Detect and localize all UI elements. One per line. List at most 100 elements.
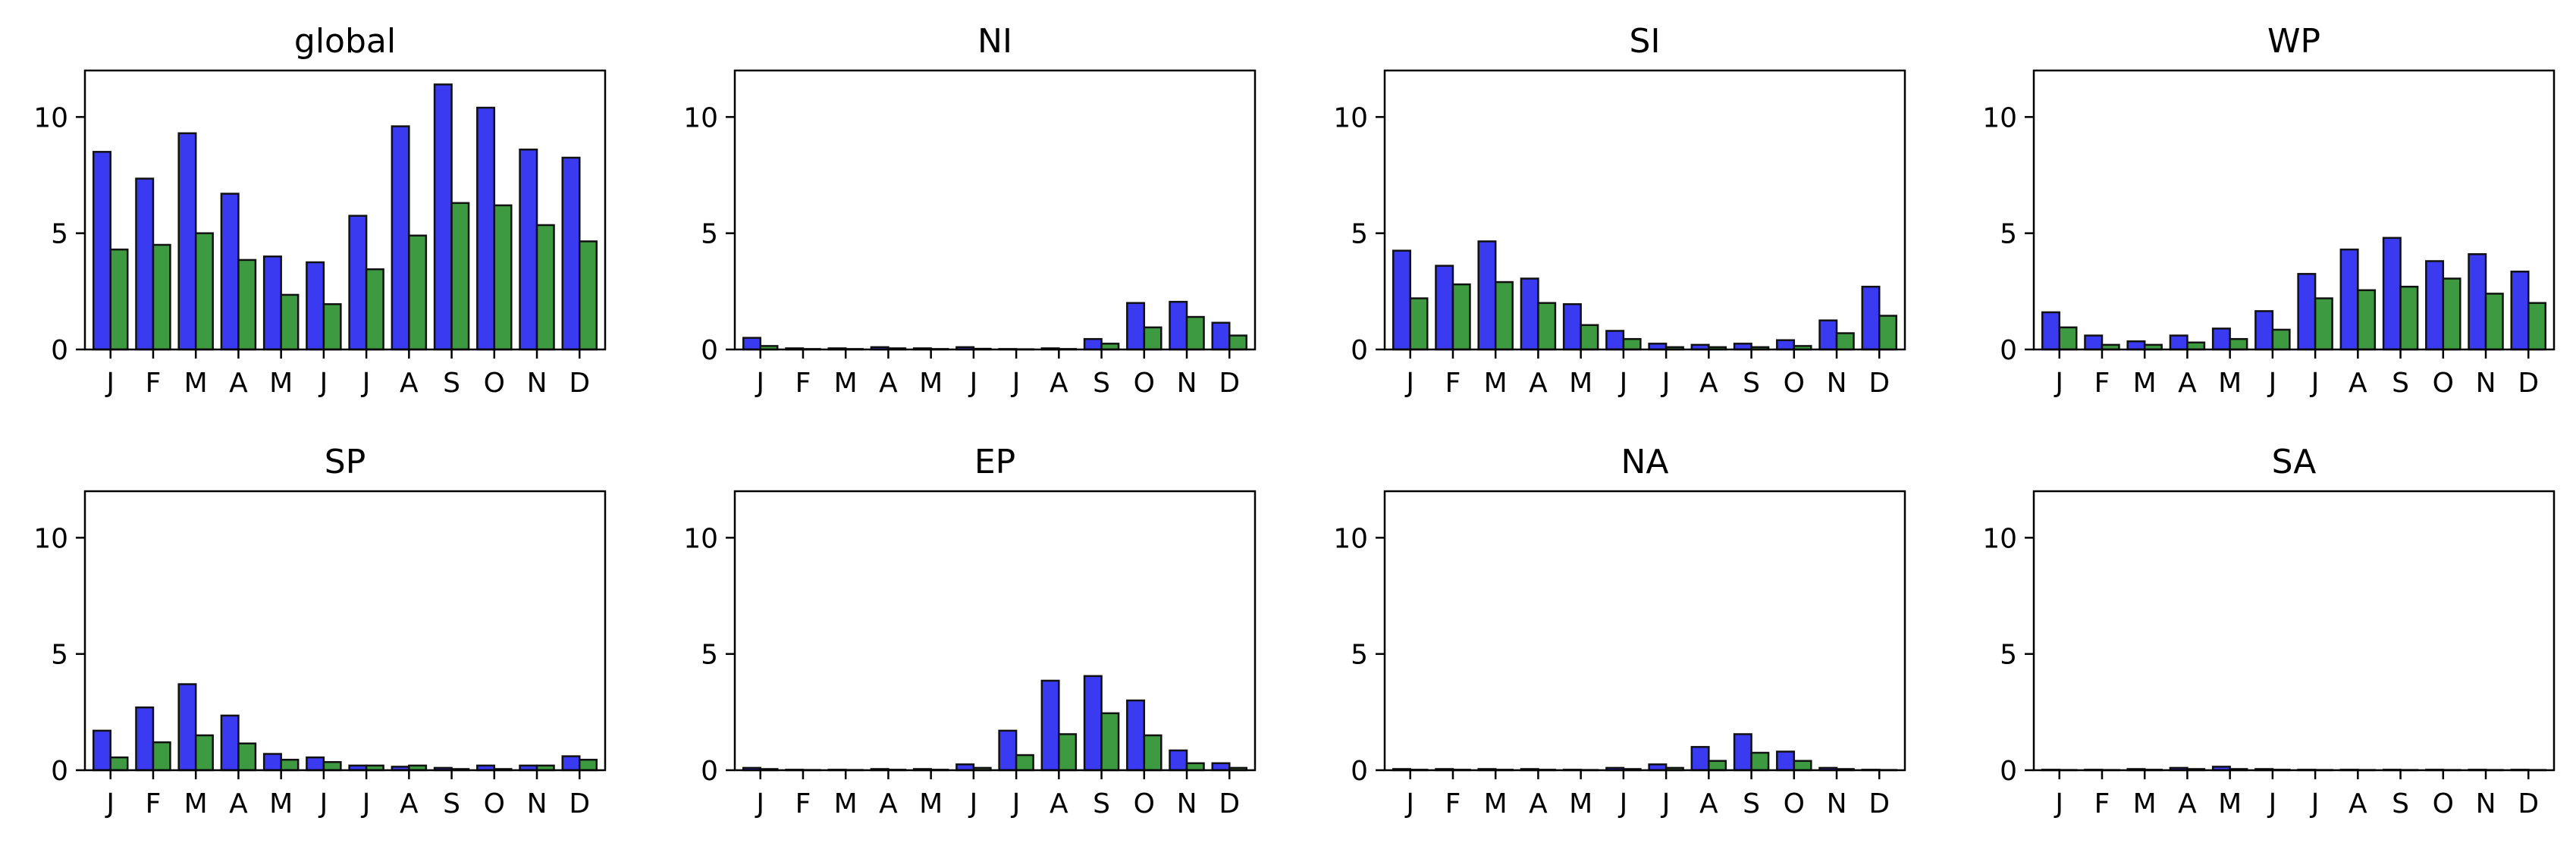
- bar-global-s1-11: [561, 156, 581, 351]
- xtick-label-EP-8: S: [1093, 788, 1110, 819]
- xtick-label-SP-4: M: [269, 788, 293, 819]
- bar-WP-s2-5: [2271, 328, 2291, 351]
- ytick-label-WP-2: 10: [1982, 102, 2017, 133]
- xtick-label-SI-0: J: [1404, 368, 1414, 399]
- bar-SI-s2-4: [1580, 324, 1599, 351]
- xtick-label-SA-9: O: [2433, 788, 2454, 819]
- xtick-label-global-10: N: [527, 368, 548, 399]
- bar-WP-s1-9: [2425, 260, 2445, 351]
- xtick-label-WP-4: M: [2218, 368, 2242, 399]
- xtick-label-SP-10: N: [527, 788, 548, 819]
- ytick-label-NA-2: 10: [1333, 523, 1368, 554]
- xtick-label-WP-7: A: [2349, 368, 2367, 399]
- ytick-label-EP-0: 0: [701, 756, 718, 787]
- xtick-label-EP-5: J: [968, 788, 978, 819]
- bar-SP-s1-0: [92, 729, 111, 772]
- bar-SI-s2-10: [1835, 332, 1855, 351]
- bar-NI-s1-8: [1083, 337, 1103, 351]
- subplot-title-NA: NA: [1621, 443, 1668, 481]
- bar-SP-s2-2: [194, 734, 214, 772]
- bar-SP-s1-1: [135, 706, 155, 772]
- ytick-label-WP-0: 0: [2000, 335, 2017, 366]
- xtick-label-SA-7: A: [2349, 788, 2367, 819]
- xtick-label-WP-8: S: [2392, 368, 2409, 399]
- bar-WP-s1-11: [2510, 271, 2530, 351]
- ytick-label-SP-0: 0: [51, 756, 68, 787]
- bar-SI-s1-9: [1776, 339, 1796, 351]
- xtick-label-WP-3: A: [2178, 368, 2197, 399]
- bar-SI-s1-4: [1562, 302, 1582, 351]
- axes-frame-SI: [1383, 69, 1906, 351]
- xtick-label-WP-0: J: [2054, 368, 2063, 399]
- bar-SI-s1-0: [1392, 249, 1411, 351]
- bar-global-s1-3: [220, 193, 240, 351]
- xtick-label-SI-1: F: [1445, 368, 1461, 399]
- xtick-label-global-3: A: [229, 368, 248, 399]
- xtick-label-SA-5: J: [2267, 788, 2277, 819]
- bar-SI-s1-10: [1818, 319, 1838, 351]
- xtick-label-SA-6: J: [2310, 788, 2320, 819]
- bar-global-s1-7: [391, 125, 410, 351]
- xtick-label-NI-2: M: [834, 368, 858, 399]
- bar-WP-s2-7: [2357, 289, 2377, 351]
- bar-NI-s2-11: [1228, 334, 1248, 351]
- xtick-label-SP-5: J: [318, 788, 328, 819]
- bar-SP-s2-4: [280, 758, 300, 772]
- bar-SP-s2-0: [109, 756, 129, 772]
- xtick-label-SA-8: S: [2392, 788, 2409, 819]
- xtick-label-NI-6: J: [1011, 368, 1021, 399]
- xtick-label-SI-2: M: [1484, 368, 1508, 399]
- xtick-label-SP-2: M: [184, 788, 208, 819]
- bar-EP-s1-10: [1169, 749, 1188, 772]
- xtick-label-SP-7: A: [400, 788, 419, 819]
- xtick-label-EP-3: A: [879, 788, 898, 819]
- bar-global-s2-5: [322, 302, 342, 351]
- bar-SI-s2-2: [1494, 280, 1514, 351]
- xtick-label-NA-3: A: [1529, 788, 1548, 819]
- xtick-label-global-5: J: [318, 368, 328, 399]
- xtick-label-SI-8: S: [1743, 368, 1760, 399]
- xtick-label-global-7: A: [400, 368, 419, 399]
- bar-SP-s1-2: [177, 683, 197, 772]
- xtick-label-SI-6: J: [1661, 368, 1671, 399]
- xtick-label-WP-10: N: [2476, 368, 2496, 399]
- xtick-label-EP-10: N: [1177, 788, 1197, 819]
- xtick-label-global-0: J: [105, 368, 115, 399]
- bar-SP-s2-11: [579, 758, 598, 772]
- bar-global-s1-5: [306, 261, 325, 351]
- xtick-label-SI-4: M: [1569, 368, 1592, 399]
- xtick-label-SP-9: O: [484, 788, 505, 819]
- bar-SI-s2-3: [1537, 302, 1557, 351]
- axes-frame-WP: [2032, 69, 2556, 351]
- xtick-label-WP-9: O: [2433, 368, 2454, 399]
- subplot-title-NI: NI: [977, 22, 1012, 61]
- axes-frame-NA: [1383, 490, 1906, 772]
- bar-SI-s1-1: [1435, 265, 1454, 351]
- xtick-label-EP-7: A: [1050, 788, 1068, 819]
- xtick-label-NA-1: F: [1445, 788, 1461, 819]
- bar-EP-s1-6: [998, 729, 1018, 772]
- xtick-label-global-6: J: [361, 368, 371, 399]
- ytick-label-EP-1: 5: [701, 640, 718, 671]
- bar-WP-s1-8: [2382, 237, 2402, 351]
- bar-global-s1-0: [92, 151, 111, 351]
- xtick-label-NI-0: J: [755, 368, 764, 399]
- xtick-label-NA-5: J: [1618, 788, 1628, 819]
- ytick-label-SA-2: 10: [1982, 523, 2017, 554]
- bar-global-s2-3: [237, 258, 257, 351]
- bar-global-s2-8: [450, 202, 470, 351]
- bar-EP-s1-9: [1126, 699, 1146, 772]
- bar-global-s1-6: [348, 215, 368, 351]
- bar-SI-s1-11: [1861, 285, 1881, 351]
- bar-WP-s2-3: [2186, 341, 2206, 351]
- bar-global-s1-8: [433, 83, 453, 351]
- bar-global-s1-9: [476, 106, 496, 351]
- xtick-label-NI-8: S: [1093, 368, 1110, 399]
- ytick-label-NA-0: 0: [1351, 756, 1368, 787]
- bar-SI-s2-11: [1878, 315, 1898, 351]
- xtick-label-NI-4: M: [919, 368, 943, 399]
